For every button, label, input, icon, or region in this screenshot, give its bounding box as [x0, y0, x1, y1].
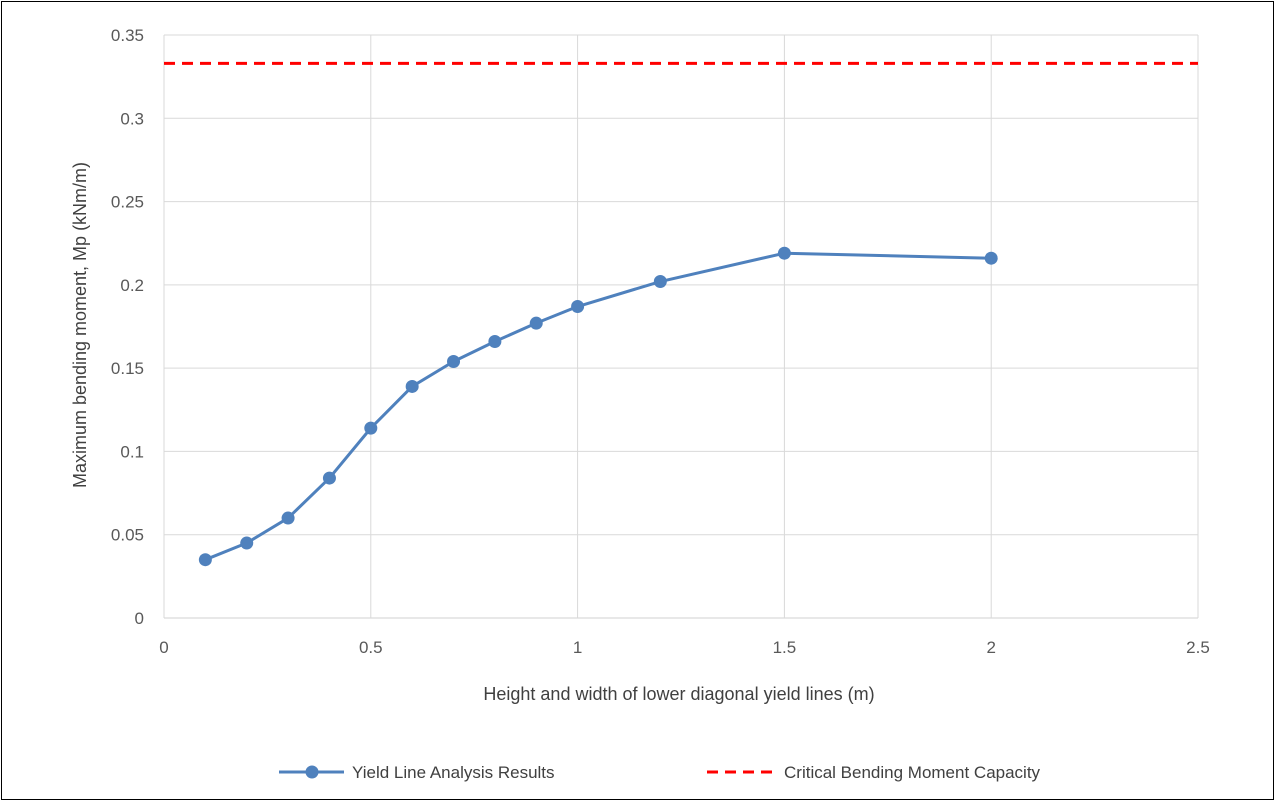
x-tick-label: 0: [159, 638, 168, 657]
legend-item-critical-capacity: Critical Bending Moment Capacity: [707, 763, 1041, 782]
yield-line-data-point: [488, 334, 502, 348]
yield-line-data-point: [777, 246, 791, 260]
legend-label-critical: Critical Bending Moment Capacity: [784, 763, 1041, 782]
legend-item-yield-line: Yield Line Analysis Results: [279, 763, 555, 782]
x-tick-label: 1.5: [773, 638, 797, 657]
x-axis-title: Height and width of lower diagonal yield…: [483, 684, 874, 704]
yield-line-data-point: [529, 316, 543, 330]
y-tick-label: 0.25: [111, 193, 144, 212]
yield-line-data-point: [364, 421, 378, 435]
y-tick-label: 0.15: [111, 359, 144, 378]
tick-label-layer: 0 0.5 1 1.5 2 2.5 0 0.05 0.1 0.15 0.2 0.25 0.3 0.35: [111, 26, 1210, 657]
y-tick-label: 0.05: [111, 526, 144, 545]
yield-line-data-point: [198, 553, 212, 567]
x-tick-label: 2.5: [1186, 638, 1210, 657]
legend: Yield Line Analysis Results Critical Ben…: [279, 763, 1041, 782]
yield-line-data-point: [571, 300, 585, 314]
y-tick-label: 0.3: [120, 109, 144, 128]
grid-layer: [163, 34, 1199, 619]
yield-line-data-point: [447, 354, 461, 368]
y-tick-label: 0: [135, 609, 144, 628]
x-tick-label: 2: [986, 638, 995, 657]
series-layer: [164, 61, 1198, 567]
y-axis-title: Maximum bending moment, Mp (kNm/m): [70, 162, 90, 488]
yield-line-data-point: [281, 511, 295, 525]
x-tick-label: 0.5: [359, 638, 383, 657]
legend-marker-dot-yield: [305, 765, 319, 779]
yield-line-data-point: [984, 251, 998, 265]
y-tick-label: 0.1: [120, 442, 144, 461]
yield-line-series-line: [204, 251, 992, 562]
x-tick-label: 1: [573, 638, 582, 657]
y-tick-label: 0.2: [120, 276, 144, 295]
y-tick-label: 0.35: [111, 26, 144, 45]
legend-label-yield: Yield Line Analysis Results: [352, 763, 555, 782]
yield-line-data-point: [405, 379, 419, 393]
yield-line-data-point: [653, 275, 667, 289]
yield-line-data-point: [322, 471, 336, 485]
yield-line-data-point: [240, 536, 254, 550]
